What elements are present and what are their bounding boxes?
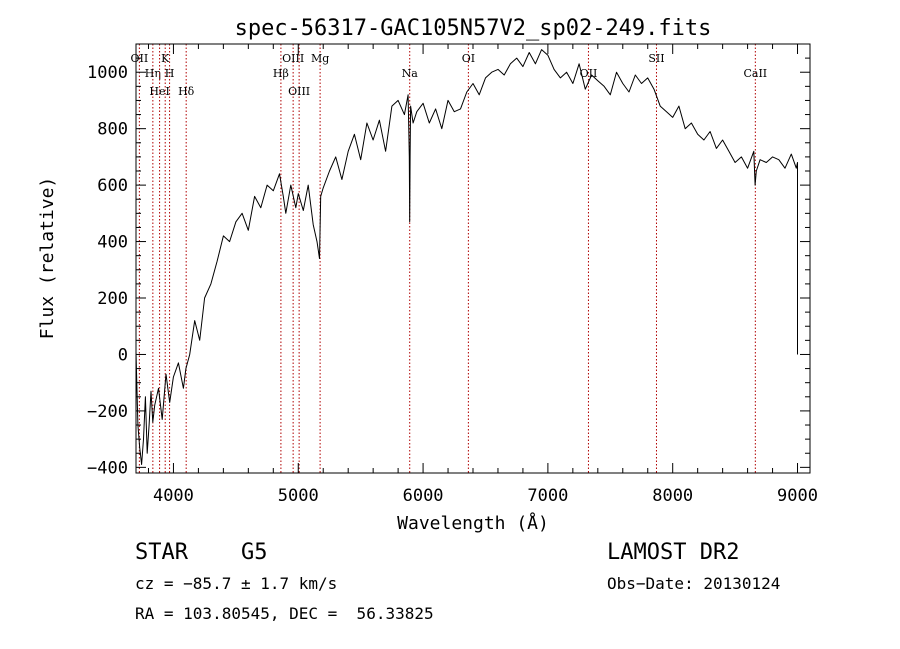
observation-date: Obs−Date: 20130124 bbox=[607, 574, 781, 593]
y-tick-label: −400 bbox=[87, 458, 128, 478]
y-tick-label: 200 bbox=[97, 289, 128, 309]
y-tick-label: 600 bbox=[97, 176, 128, 196]
y-tick-label: 400 bbox=[97, 233, 128, 253]
line-label: OIII bbox=[282, 52, 304, 65]
coordinates: RA = 103.80545, DEC = 56.33825 bbox=[135, 604, 434, 623]
radial-velocity: cz = −85.7 ± 1.7 km/s bbox=[135, 574, 338, 593]
x-tick-label: 5000 bbox=[278, 486, 319, 506]
x-tick-label: 8000 bbox=[652, 486, 693, 506]
line-label: H bbox=[165, 67, 175, 80]
line-label: OIII bbox=[288, 85, 310, 98]
line-label: OI bbox=[462, 52, 475, 65]
survey-name: LAMOST DR2 bbox=[607, 540, 740, 565]
line-label: Hδ bbox=[178, 85, 195, 98]
line-label: HeI bbox=[149, 85, 169, 98]
line-label: Hβ bbox=[273, 67, 289, 80]
chart-title: spec-56317-GAC105N57V2_sp02-249.fits bbox=[235, 16, 712, 41]
line-label: SII bbox=[648, 52, 664, 65]
plot-frame bbox=[135, 43, 811, 474]
x-axis-label: Wavelength (Å) bbox=[397, 512, 549, 534]
x-tick-label: 4000 bbox=[153, 486, 194, 506]
spectrum-series bbox=[135, 49, 798, 465]
spectrum-line bbox=[135, 49, 798, 465]
line-label: Na bbox=[402, 67, 419, 80]
line-label: Mg bbox=[311, 52, 329, 65]
line-label: Hη bbox=[145, 67, 161, 80]
axis-ticks: 4000 5000 6000 7000 8000 9000 −400 −200 0 200 400 6… bbox=[87, 43, 818, 506]
y-axis-label: Flux (relative) bbox=[37, 177, 58, 340]
x-tick-label: 7000 bbox=[527, 486, 568, 506]
y-tick-label: −200 bbox=[87, 402, 128, 422]
y-tick-label: 0 bbox=[118, 345, 128, 365]
y-tick-label: 1000 bbox=[87, 63, 128, 83]
y-tick-label: 800 bbox=[97, 120, 128, 140]
x-tick-label: 6000 bbox=[403, 486, 444, 506]
object-class: STAR G5 bbox=[135, 540, 268, 565]
line-label: K bbox=[161, 52, 170, 65]
x-tick-label: 9000 bbox=[777, 486, 818, 506]
line-label: CaII bbox=[743, 67, 767, 80]
